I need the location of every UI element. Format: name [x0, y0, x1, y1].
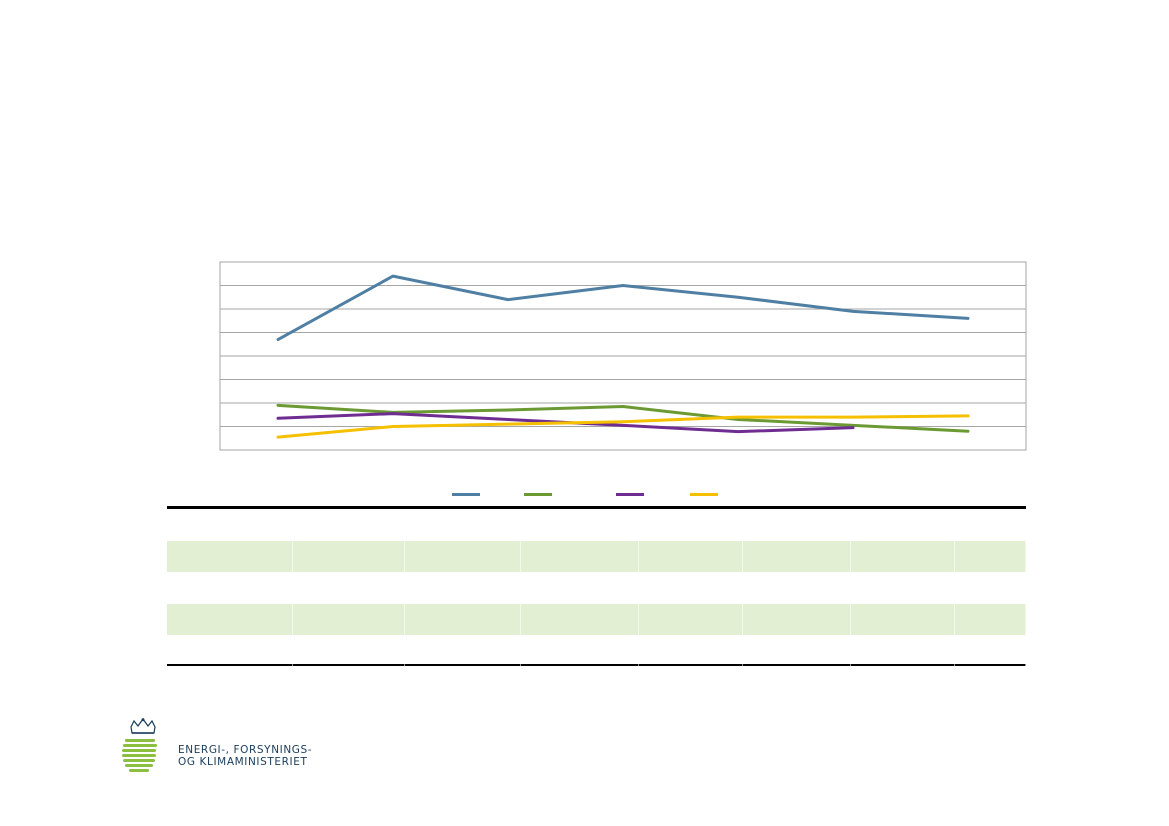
table-cell	[405, 572, 521, 603]
table-cell	[743, 604, 851, 635]
plot-area-frame	[219, 261, 1027, 451]
table-cell	[955, 509, 1026, 540]
table-cell	[293, 635, 405, 666]
table-cell	[521, 604, 639, 635]
legend-swatch-series-2	[524, 493, 552, 496]
table-cell	[521, 541, 639, 572]
table-cell	[639, 604, 743, 635]
table-cell	[167, 509, 293, 540]
ministry-logo: ENERGI-, FORSYNINGS- OG KLIMAMINISTERIET	[118, 718, 318, 778]
table-cell	[955, 572, 1026, 603]
table-cell	[167, 635, 293, 666]
table-cell	[405, 635, 521, 666]
table-cell	[743, 541, 851, 572]
table-cell	[293, 509, 405, 540]
table-cell	[743, 572, 851, 603]
table-row	[167, 509, 1026, 540]
table-cell	[851, 541, 955, 572]
table-row	[167, 572, 1026, 603]
table-cell	[405, 604, 521, 635]
legend-swatch-series-4	[690, 493, 718, 496]
table-cell	[293, 572, 405, 603]
table-cell	[851, 604, 955, 635]
table-cell	[851, 572, 955, 603]
table-cell	[521, 509, 639, 540]
table-cell	[167, 604, 293, 635]
series-line-4	[276, 414, 970, 439]
chart-series	[276, 274, 970, 439]
logo-text-line1: ENERGI-, FORSYNINGS-	[178, 744, 313, 756]
table-cell	[851, 509, 955, 540]
series-line-1	[276, 274, 970, 342]
table-cell	[167, 572, 293, 603]
table-cell	[167, 541, 293, 572]
table-cell	[639, 572, 743, 603]
table-cell	[405, 509, 521, 540]
table-cell	[405, 541, 521, 572]
table-cell	[639, 635, 743, 666]
table-row	[167, 541, 1026, 572]
legend-swatch-series-1	[452, 493, 480, 496]
data-table	[167, 506, 1026, 666]
table-cell	[743, 635, 851, 666]
logo-text-line2: OG KLIMAMINISTERIET	[178, 756, 308, 768]
table-cell	[293, 604, 405, 635]
table-row	[167, 635, 1026, 666]
table-cell	[955, 541, 1026, 572]
crown-globe-icon	[122, 718, 157, 772]
table-cell	[521, 635, 639, 666]
table-cell	[743, 509, 851, 540]
table-cell	[521, 572, 639, 603]
table-cell	[955, 635, 1026, 666]
table-cell	[955, 604, 1026, 635]
table-cell	[639, 509, 743, 540]
table-cell	[293, 541, 405, 572]
legend-swatch-series-3	[616, 493, 644, 496]
table-cell	[639, 541, 743, 572]
chart-gridlines	[220, 285, 1026, 427]
table-cell	[851, 635, 955, 666]
table-row	[167, 604, 1026, 635]
